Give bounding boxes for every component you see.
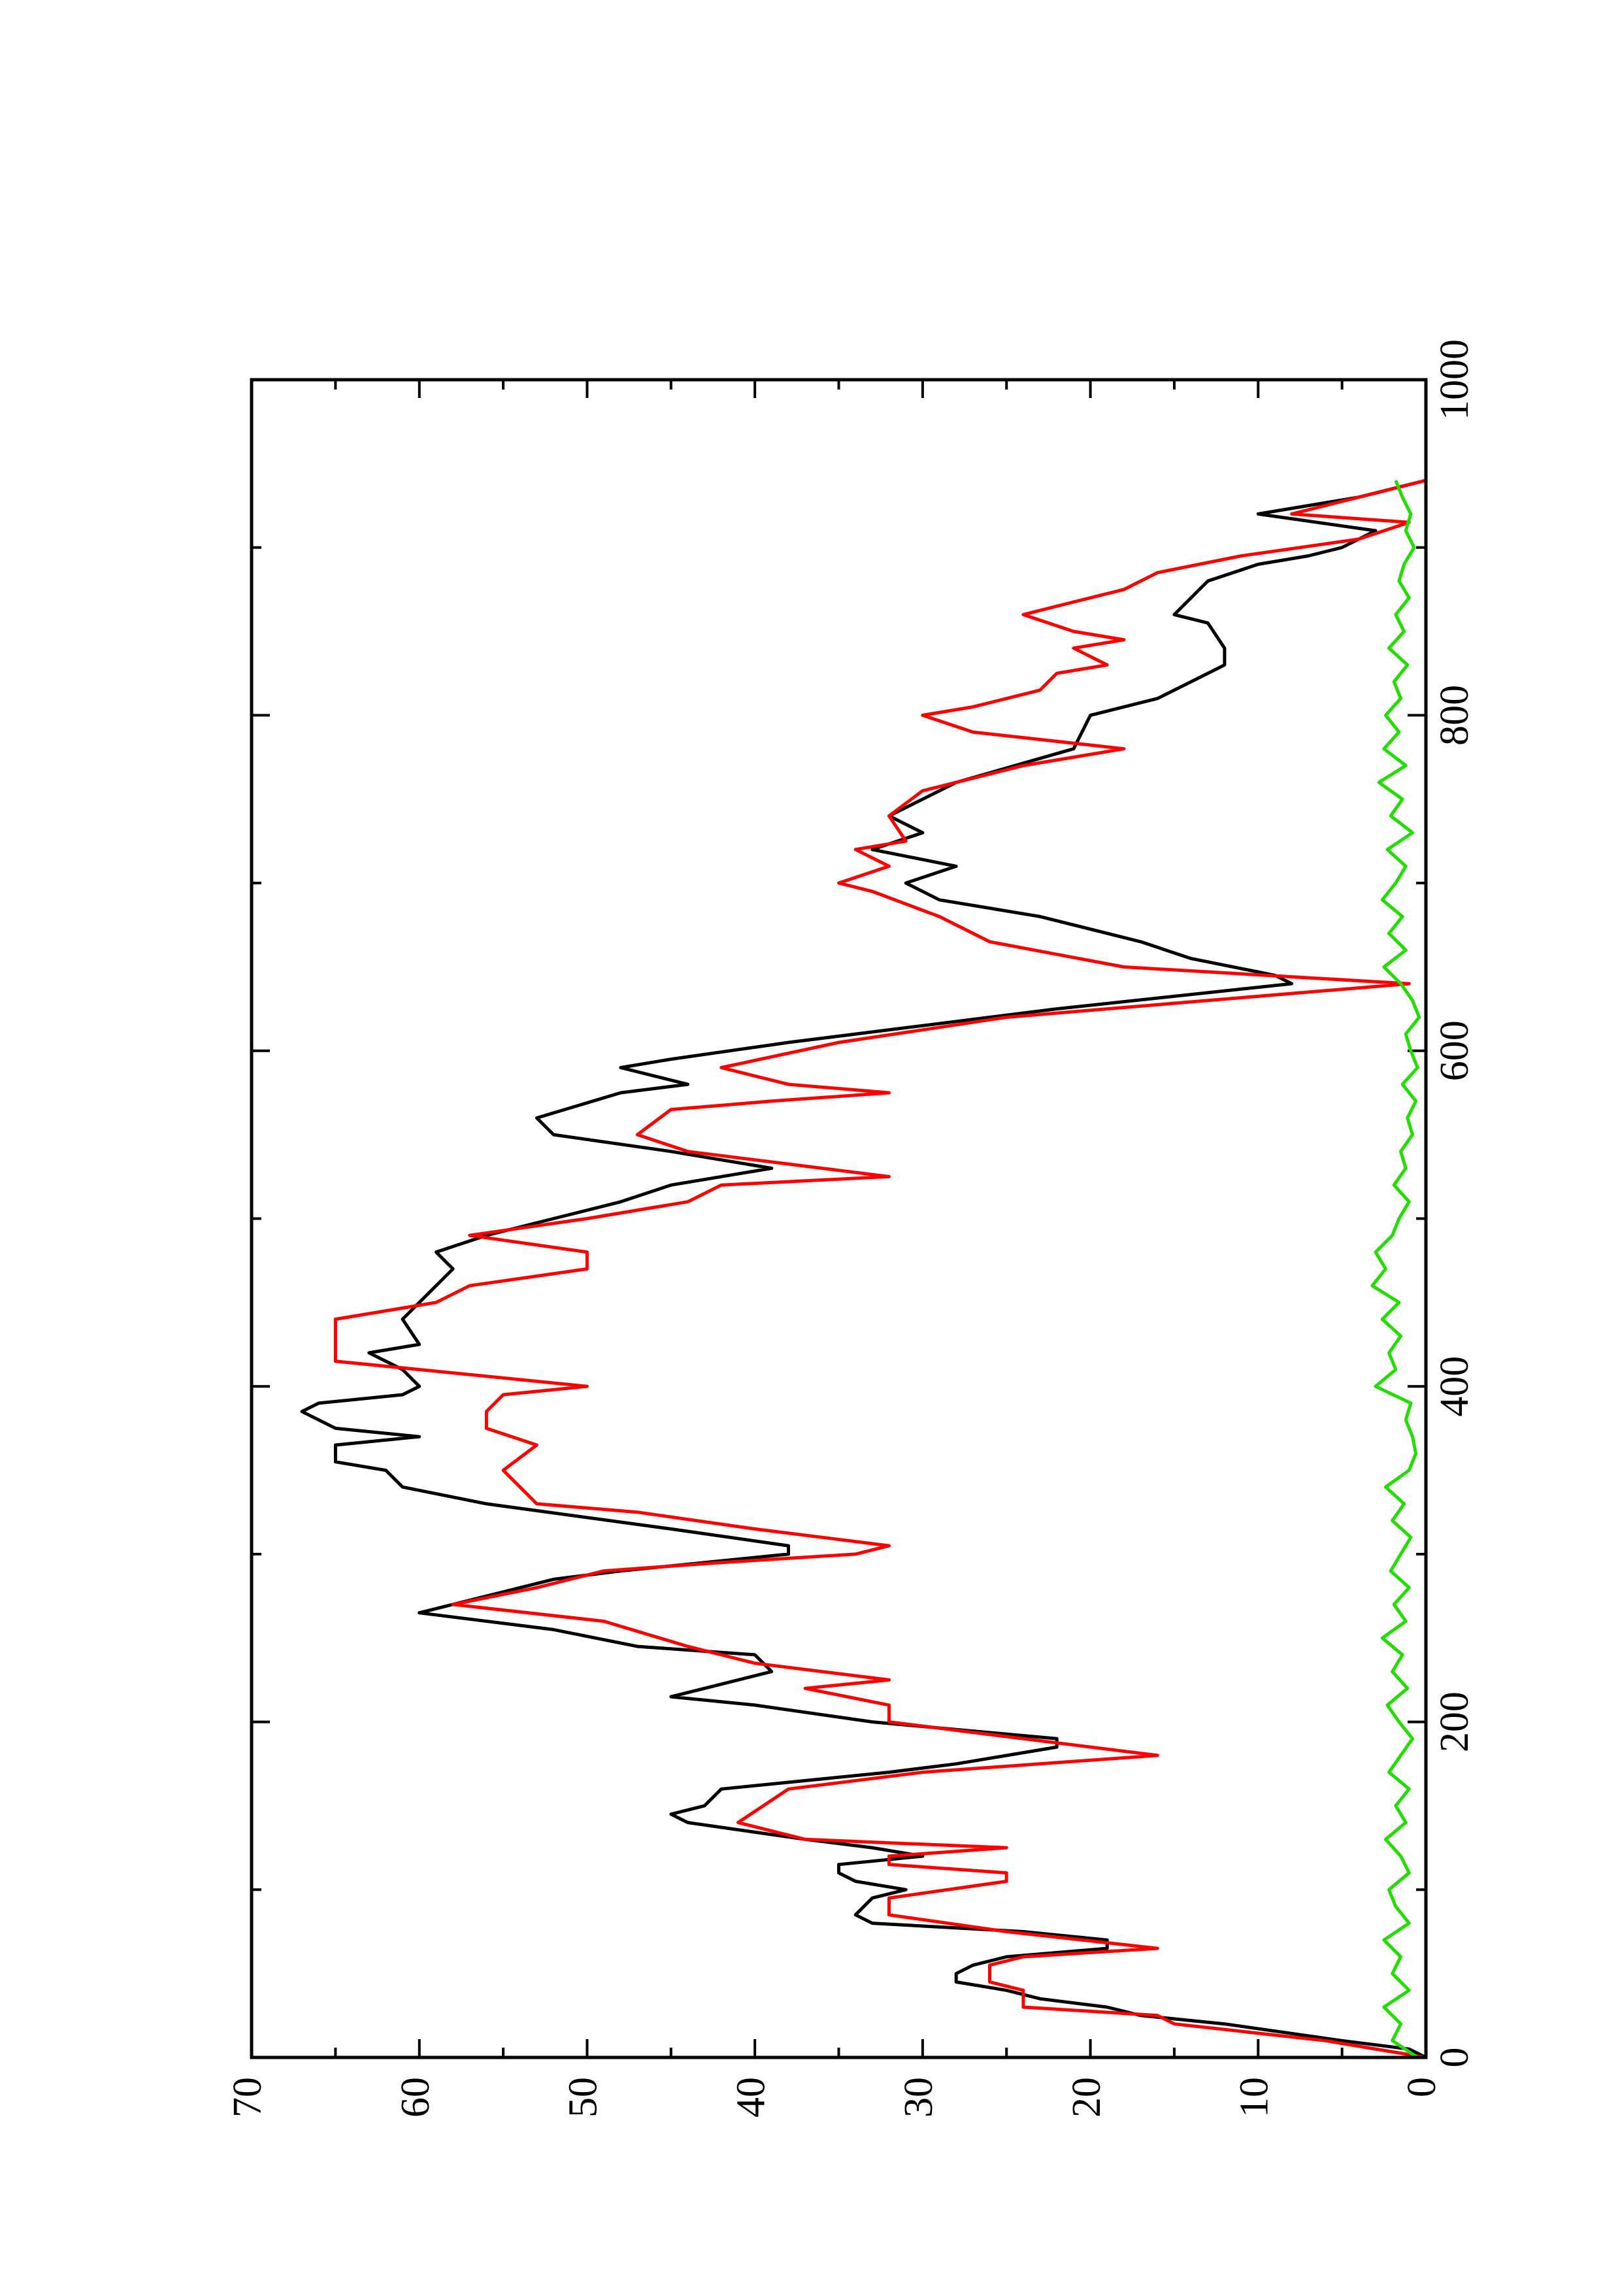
- y-tick-label: 20: [1065, 2077, 1109, 2118]
- y-tick-label: 0: [1400, 2077, 1444, 2097]
- series-line: [333, 478, 1427, 2059]
- y-tick-label: 50: [561, 2077, 606, 2118]
- plot-frame: [250, 378, 1428, 2059]
- x-tick-label: 400: [1432, 1356, 1477, 1417]
- y-tick-label: 30: [897, 2077, 941, 2118]
- y-tick-label: 70: [225, 2077, 270, 2118]
- y-tick-label: 60: [393, 2077, 438, 2118]
- y-tick-label: 40: [729, 2077, 773, 2118]
- series-line: [1370, 480, 1421, 2059]
- x-tick-label: 200: [1432, 1691, 1477, 1752]
- x-tick-label: 600: [1432, 1020, 1477, 1081]
- series-line: [300, 478, 1427, 2059]
- x-tick-label: 0: [1432, 2048, 1477, 2068]
- x-tick-label: 800: [1432, 685, 1477, 746]
- y-tick-label: 10: [1232, 2077, 1277, 2118]
- x-tick-label: 1000: [1432, 339, 1477, 420]
